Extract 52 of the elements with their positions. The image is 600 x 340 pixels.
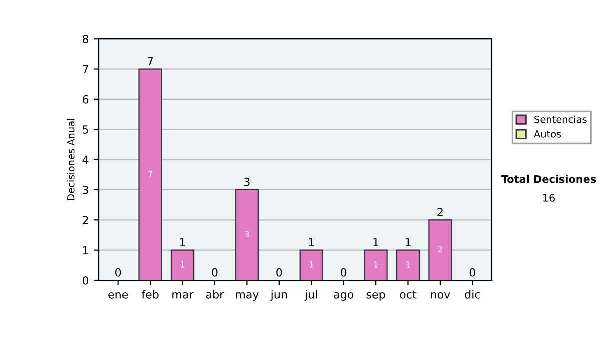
y-tick-label: 0 — [82, 276, 89, 285]
x-tick-label: nov — [431, 292, 450, 299]
bar — [138, 68, 162, 280]
total-label: 0 — [212, 268, 218, 277]
x-tick-label: feb — [142, 290, 159, 299]
x-tick-label: oct — [400, 290, 417, 299]
total-label: 0 — [470, 268, 476, 277]
bar — [300, 250, 324, 280]
bar — [170, 250, 195, 280]
bar — [235, 189, 260, 280]
y-tick-label: 4 — [82, 156, 89, 164]
data-label: 7 — [148, 171, 152, 178]
text: 16 — [544, 194, 555, 202]
x-tick-label: ago — [334, 292, 354, 301]
total-label: 1 — [180, 238, 186, 247]
y-tick-label: 6 — [82, 95, 89, 104]
total-label: 1 — [374, 238, 379, 247]
total-label: 7 — [148, 57, 154, 66]
data-label: 1 — [374, 262, 378, 268]
y-tick-label: 7 — [83, 65, 88, 74]
bar — [428, 220, 452, 280]
x-tick-label: may — [236, 292, 259, 301]
total-label: 0 — [276, 268, 282, 277]
x-tick-label: jul — [304, 290, 318, 301]
total-label: 0 — [341, 268, 347, 277]
y-tick-label: 2 — [83, 216, 88, 224]
total-label: 2 — [438, 208, 443, 216]
data-label: 1 — [406, 262, 410, 268]
data-label: 3 — [245, 231, 250, 238]
y-tick-label: 8 — [82, 35, 89, 44]
bar — [364, 250, 388, 280]
y-tick-label: 5 — [83, 126, 88, 134]
total-label: 1 — [309, 238, 314, 247]
x-tick-label: mar — [172, 292, 194, 299]
data-label: 2 — [438, 246, 442, 253]
data-label: 1 — [310, 262, 314, 268]
total-label: 0 — [116, 268, 122, 277]
y-axis-title: Decisiones Anual — [67, 119, 75, 200]
bar — [396, 250, 420, 280]
text: Total Decisiones — [501, 175, 596, 184]
legend-label: Sentencias — [534, 116, 587, 124]
x-tick-label: sep — [366, 292, 386, 301]
x-tick-label: abr — [206, 290, 224, 299]
data-label: 1 — [181, 262, 185, 268]
total-label: 1 — [406, 238, 411, 247]
legend-label: Autos — [534, 130, 562, 138]
x-tick-label: dic — [465, 290, 480, 299]
total-label: 3 — [244, 178, 250, 186]
x-tick-label: jun — [270, 290, 288, 301]
y-tick-label: 3 — [83, 186, 88, 194]
x-tick-label: ene — [108, 292, 128, 299]
y-tick-label: 1 — [83, 246, 88, 255]
